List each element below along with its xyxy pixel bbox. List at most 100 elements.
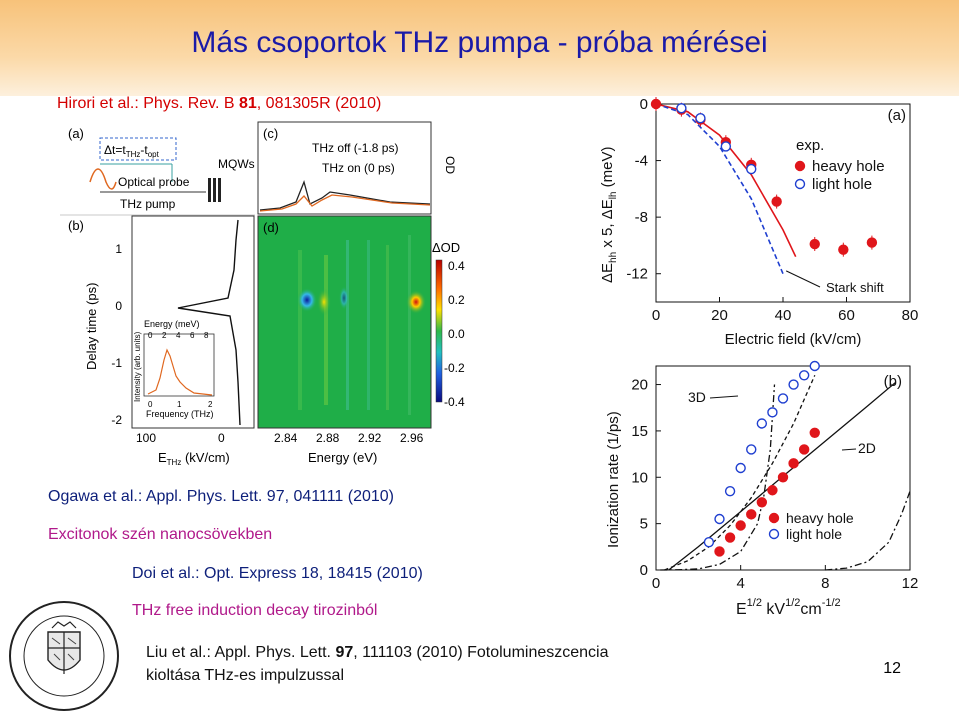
y-axis-label: ΔEhh x 5, ΔElh (meV)	[599, 146, 619, 283]
colorbar-title: ΔOD	[432, 240, 460, 255]
heavy-hole-point	[809, 238, 820, 250]
heavy-hole-point	[650, 98, 662, 110]
colorbar	[435, 259, 443, 403]
y-tick-label: -8	[635, 209, 648, 226]
light-hole-point	[735, 462, 746, 474]
light-hole-point	[756, 418, 768, 429]
reference-liu-line2: kioltása THz-es impulzussal	[146, 667, 344, 684]
ref-authors: Ogawa et al.: Appl. Phys. Lett.	[48, 488, 267, 505]
x-axis-label: Electric field (kV/cm)	[725, 331, 862, 348]
reference-liu: Liu et al.: Appl. Phys. Lett. 97, 111103…	[146, 644, 609, 662]
x-tick-label: 60	[838, 307, 855, 324]
delay-tick-m1: -1	[111, 356, 122, 370]
heavy-hole-point	[756, 497, 768, 508]
heavy-hole-point	[735, 520, 746, 531]
energy-tick-284: 2.84	[274, 431, 298, 445]
inset-top-tick-6: 6	[190, 331, 195, 340]
slide-title: Más csoportok THz pumpa - próba mérései	[191, 26, 768, 59]
thz-waveform	[177, 219, 241, 426]
heavy-hole-point	[866, 237, 878, 248]
ref-volume: 81	[238, 95, 257, 112]
inset-top-tick-2: 2	[162, 331, 167, 340]
curve-label-2d-pointer	[841, 448, 857, 451]
hirori-figure: (a) Δt=tTHz-topt Optical probe MQWs THz …	[60, 121, 465, 467]
panel-label: (a)	[888, 107, 906, 124]
title-band	[0, 0, 959, 96]
colorbar-tick-02: 0.2	[448, 293, 465, 307]
light-hole-point	[714, 513, 725, 525]
x-tick-label: 4	[736, 575, 744, 592]
inset-intensity-label: Intensity (arb. units)	[133, 331, 142, 402]
delta-t-box	[99, 137, 177, 161]
university-seal-logo	[9, 601, 119, 711]
y-tick-label: 10	[631, 469, 648, 486]
reference-hirori: Hirori et al.: Phys. Rev. B 81, 081305R …	[57, 95, 381, 113]
ethz-tick-0: 0	[218, 431, 225, 445]
ref-volume: 18	[300, 565, 319, 582]
heavy-hole-point	[777, 472, 789, 483]
y-tick-label: -12	[626, 266, 648, 283]
heatmap-stripes	[298, 235, 411, 415]
ref-volume: 97	[266, 488, 285, 505]
heavy-hole-point	[798, 444, 810, 455]
light-hole-point	[720, 141, 732, 152]
inset-bottom-tick-0: 0	[148, 400, 153, 409]
page-number: 12	[883, 660, 901, 677]
inset-top-tick-8: 8	[204, 331, 209, 340]
heatmap-red-spot	[406, 290, 426, 314]
inset-bottom-tick-2: 2	[208, 400, 213, 409]
delta-t-formula: Δt=tTHz-topt	[104, 143, 160, 159]
od-curve-on	[259, 194, 431, 212]
delay-tick-m2: -2	[111, 413, 122, 427]
energy-tick-292: 2.92	[358, 431, 382, 445]
light-hole-point	[695, 112, 706, 124]
light-hole-point	[676, 103, 687, 114]
ref-rest: , 041111 (2010)	[284, 488, 395, 505]
delay-tick-1: 1	[115, 242, 122, 256]
light-hole-point	[746, 163, 757, 175]
colorbar-tick-04: 0.4	[448, 259, 465, 273]
inset-top-tick-4: 4	[176, 331, 181, 340]
x-tick-label: 12	[902, 575, 919, 592]
fit-curve-solid	[655, 103, 797, 258]
heavy-hole-point	[714, 546, 725, 557]
x-axis-label: E1/2 kV1/2cm-1/2	[736, 597, 841, 618]
heavy-hole-point	[809, 427, 820, 438]
energy-axis-label: Energy (eV)	[308, 450, 377, 465]
stark-shift-chart: (a) 0 20 40 60 80 0 -4 -8 -12 Electric field (kV/c…	[599, 96, 919, 348]
y-tick-label: 15	[631, 423, 648, 440]
y-tick-label: 5	[640, 516, 648, 533]
od-axis-label: OD	[443, 156, 457, 174]
fit-curve-dash-dot	[825, 490, 911, 571]
legend-marker	[768, 528, 780, 540]
panel-c-label: (c)	[263, 126, 278, 141]
curve-label-3d: 3D	[688, 389, 706, 405]
ref-rest: , 18415 (2010)	[318, 565, 423, 582]
ref-rest: , 111103 (2010) Fotolumineszcencia	[353, 644, 609, 661]
light-hole-point	[767, 407, 778, 418]
y-tick-label: -4	[635, 153, 648, 170]
energy-tick-288: 2.88	[316, 431, 340, 445]
legend-label: heavy hole	[812, 158, 885, 175]
heatmap-blue-spot	[297, 288, 317, 312]
plot-frame	[655, 365, 911, 571]
fit-curve-dashed	[664, 375, 816, 571]
panel-b-label: (b)	[68, 218, 84, 233]
inset-frequency-label: Frequency (THz)	[146, 409, 214, 419]
thz-off-label: THz off (-1.8 ps)	[312, 141, 398, 155]
x-tick-label: 80	[902, 307, 919, 324]
light-hole-point	[746, 444, 757, 455]
ref-rest: , 081305R (2010)	[256, 95, 382, 112]
ref-authors: Hirori et al.: Phys. Rev. B	[57, 95, 239, 112]
heavy-hole-point	[838, 244, 849, 255]
heavy-hole-point	[724, 532, 736, 543]
panel-label: (b)	[884, 373, 902, 390]
od-curve-off	[259, 179, 431, 211]
light-hole-point	[703, 536, 715, 548]
legend-marker	[768, 512, 780, 524]
colorbar-tick-m04: -0.4	[444, 395, 465, 409]
reference-doi: Doi et al.: Opt. Express 18, 18415 (2010…	[132, 565, 423, 583]
y-axis-label: Ionization rate (1/ps)	[605, 411, 622, 548]
pulse-icon	[89, 168, 117, 190]
spectrum-inset-frame	[143, 333, 215, 397]
